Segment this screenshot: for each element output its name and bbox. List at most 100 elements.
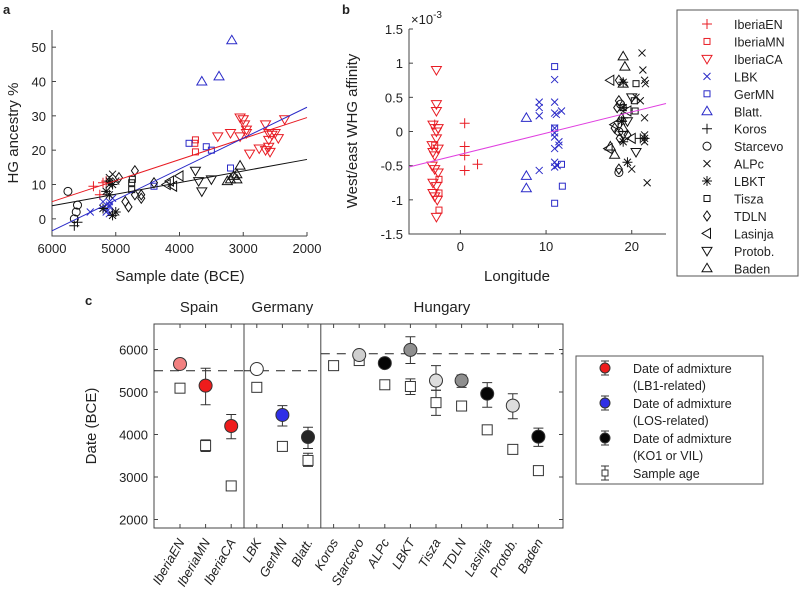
data-point	[459, 165, 470, 176]
y-tick-label: 50	[32, 40, 46, 55]
panel-b: b West/east WHG affinity Longitude ×10-3…	[342, 2, 667, 285]
circle-marker	[173, 356, 187, 371]
legend-label: TDLN	[734, 210, 767, 224]
legend-label: LBK	[734, 70, 758, 84]
region-label: Hungary	[414, 299, 471, 316]
legend-marker	[701, 227, 711, 240]
data-point	[535, 103, 544, 112]
square-marker	[328, 360, 340, 372]
data-point	[432, 144, 445, 155]
square-icon	[185, 139, 193, 147]
y-tick-label: 2000	[119, 513, 148, 528]
data-point	[551, 199, 559, 207]
data-point	[636, 96, 645, 105]
legend-marker	[701, 105, 713, 116]
data-point	[98, 203, 108, 214]
data-point	[69, 214, 79, 224]
data-point	[105, 201, 114, 209]
triangle-down-icon	[701, 246, 713, 257]
data-point	[617, 50, 630, 61]
triangle-down-icon	[430, 127, 443, 138]
legend-marker	[599, 430, 611, 446]
triangle-up-icon	[617, 50, 630, 61]
legend-marker	[601, 465, 609, 481]
triangle-down-icon	[431, 195, 444, 206]
triangle-left-icon	[163, 175, 174, 187]
data-point	[617, 77, 630, 88]
panel-b-label: b	[342, 2, 350, 17]
data-point	[627, 165, 636, 173]
panel-a: a HG ancestry % Sample date (BCE) 6000 50…	[3, 2, 321, 285]
x-tick-label: 20	[624, 239, 638, 254]
x-tick-label: 6000	[38, 241, 67, 256]
triangle-up-icon	[520, 169, 533, 180]
data-point	[615, 132, 624, 145]
triangle-up-icon	[225, 34, 238, 45]
plus-icon	[459, 118, 470, 129]
y-tick-label: -0.5	[381, 159, 403, 174]
data-point	[535, 111, 544, 120]
admixture-date-point	[249, 362, 264, 377]
data-point	[240, 125, 253, 136]
category-label: LBK	[239, 535, 265, 565]
axes-box	[153, 323, 564, 529]
square-icon	[551, 199, 559, 207]
x-icon	[550, 144, 559, 153]
triangle-up-icon	[221, 175, 234, 186]
triangle-down-icon	[272, 134, 285, 145]
square-marker	[532, 465, 544, 477]
data-point	[553, 161, 562, 170]
sample-age-point	[532, 465, 544, 477]
diamond-icon	[130, 188, 139, 201]
asterisk-icon	[110, 206, 121, 217]
legend-label: GerMN	[734, 88, 774, 102]
data-point	[428, 151, 441, 162]
square-icon	[558, 182, 566, 190]
data-point	[231, 173, 243, 184]
x-icon	[108, 170, 117, 179]
sample-age-point	[225, 480, 237, 492]
legend-marker	[702, 176, 712, 187]
data-point	[625, 132, 636, 145]
data-point	[430, 212, 443, 223]
square-icon	[632, 80, 640, 88]
legend-item-starcevo: Starcevo	[702, 140, 783, 154]
data-point	[231, 168, 243, 179]
square-marker	[302, 454, 314, 466]
x-icon	[703, 72, 711, 81]
legend-item-lasinja: Lasinja	[701, 227, 774, 241]
legend-label: (LB1-related)	[633, 379, 706, 393]
panel-b-y-scale: ×10-3	[411, 10, 442, 27]
data-point	[618, 102, 629, 113]
legend-marker	[702, 123, 712, 134]
circle-marker	[249, 362, 264, 377]
x-icon	[627, 165, 636, 173]
legend-item-germn: GerMN	[703, 88, 774, 102]
admixture-date-point	[403, 336, 418, 365]
y-tick-label: 4000	[119, 428, 148, 443]
admixture-date-point	[173, 356, 187, 371]
triangle-up-icon	[617, 77, 630, 88]
square-icon	[128, 175, 136, 183]
data-point	[472, 159, 483, 170]
triangle-down-icon	[240, 125, 253, 136]
legend-marker	[701, 54, 713, 65]
data-point	[88, 181, 99, 192]
legend-label: IberiaEN	[734, 18, 783, 32]
diamond-icon	[149, 176, 159, 189]
data-point	[266, 130, 278, 141]
admixture-date-point	[224, 414, 239, 440]
asterisk-icon	[618, 136, 629, 147]
category-label: ALPc	[363, 536, 392, 572]
triangle-down-icon	[237, 115, 250, 126]
data-point	[108, 170, 117, 179]
square-icon	[191, 148, 199, 156]
triangle-down-icon	[427, 148, 439, 158]
x-icon	[550, 98, 559, 106]
data-point	[535, 166, 544, 175]
sample-age-point	[276, 440, 288, 452]
asterisk-icon	[98, 203, 108, 214]
x-tick-label: 2000	[293, 241, 322, 256]
legend-marker	[703, 72, 711, 81]
data-point	[617, 122, 630, 133]
